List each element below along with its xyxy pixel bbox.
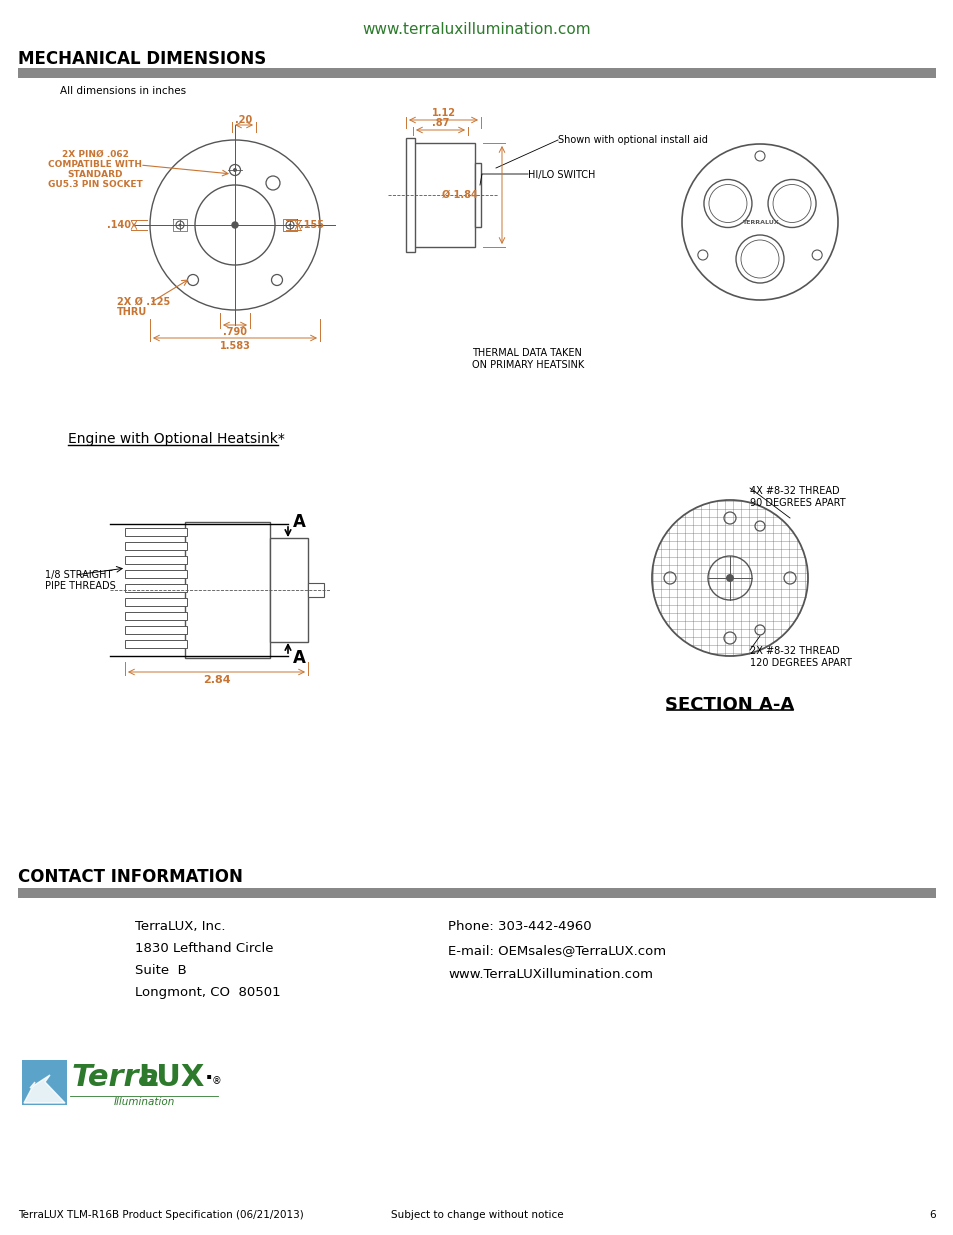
Text: TerraLUX, Inc.: TerraLUX, Inc. <box>135 920 225 932</box>
Text: COMPATIBLE WITH: COMPATIBLE WITH <box>48 161 142 169</box>
Circle shape <box>783 572 795 584</box>
Circle shape <box>663 572 676 584</box>
Text: TerraLUX TLM-R16B Product Specification (06/21/2013): TerraLUX TLM-R16B Product Specification … <box>18 1210 303 1220</box>
Text: CONTACT INFORMATION: CONTACT INFORMATION <box>18 868 243 885</box>
FancyBboxPatch shape <box>125 556 187 564</box>
Text: 2X #8-32 THREAD
120 DEGREES APART: 2X #8-32 THREAD 120 DEGREES APART <box>749 646 851 668</box>
Text: E-mail: OEMsales@TerraLUX.com: E-mail: OEMsales@TerraLUX.com <box>448 944 665 957</box>
Text: Ø 1.84: Ø 1.84 <box>442 190 477 200</box>
FancyBboxPatch shape <box>18 68 935 78</box>
FancyBboxPatch shape <box>185 522 270 658</box>
Text: ®: ® <box>212 1076 221 1086</box>
FancyBboxPatch shape <box>475 163 480 227</box>
Text: 2X PINØ .062: 2X PINØ .062 <box>62 149 129 159</box>
FancyBboxPatch shape <box>18 888 935 898</box>
Text: 1830 Lefthand Circle: 1830 Lefthand Circle <box>135 942 274 955</box>
Text: A: A <box>293 513 306 531</box>
Text: Subject to change without notice: Subject to change without notice <box>391 1210 562 1220</box>
Text: .20: .20 <box>235 115 253 125</box>
Text: TERRALUX: TERRALUX <box>740 220 778 225</box>
Text: .155: .155 <box>299 220 324 230</box>
Text: THERMAL DATA TAKEN: THERMAL DATA TAKEN <box>472 348 581 358</box>
Text: 1.12: 1.12 <box>431 107 455 119</box>
Text: 1.583: 1.583 <box>219 341 251 351</box>
Text: 6: 6 <box>928 1210 935 1220</box>
Text: MECHANICAL DIMENSIONS: MECHANICAL DIMENSIONS <box>18 49 266 68</box>
Text: THRU: THRU <box>117 308 147 317</box>
Text: 1/8 STRAIGHT: 1/8 STRAIGHT <box>45 571 112 580</box>
Text: HI/LO SWITCH: HI/LO SWITCH <box>527 170 595 180</box>
Text: www.TerraLUXillumination.com: www.TerraLUXillumination.com <box>448 968 652 981</box>
Text: Suite  B: Suite B <box>135 965 187 977</box>
Text: Illumination: Illumination <box>113 1097 174 1107</box>
Circle shape <box>232 222 237 228</box>
Text: A: A <box>293 650 306 667</box>
Text: 4X #8-32 THREAD
90 DEGREES APART: 4X #8-32 THREAD 90 DEGREES APART <box>749 487 844 508</box>
Text: STANDARD: STANDARD <box>67 170 123 179</box>
FancyBboxPatch shape <box>413 143 475 247</box>
Text: LUX: LUX <box>138 1063 204 1092</box>
Text: Shown with optional install aid: Shown with optional install aid <box>558 135 707 144</box>
Text: ON PRIMARY HEATSINK: ON PRIMARY HEATSINK <box>472 359 583 370</box>
Circle shape <box>233 168 236 172</box>
Text: www.terraluxillumination.com: www.terraluxillumination.com <box>362 22 591 37</box>
Text: 2X Ø .125: 2X Ø .125 <box>117 296 170 308</box>
Text: Longmont, CO  80501: Longmont, CO 80501 <box>135 986 280 999</box>
Text: .: . <box>205 1063 213 1083</box>
FancyBboxPatch shape <box>125 529 187 536</box>
FancyBboxPatch shape <box>125 584 187 592</box>
Circle shape <box>754 521 764 531</box>
FancyBboxPatch shape <box>125 542 187 550</box>
Text: .87: .87 <box>432 119 449 128</box>
FancyBboxPatch shape <box>308 583 324 597</box>
Circle shape <box>651 500 807 656</box>
Text: .140: .140 <box>107 220 131 230</box>
Text: SECTION A-A: SECTION A-A <box>664 697 794 714</box>
Circle shape <box>178 224 181 226</box>
Circle shape <box>725 574 733 582</box>
FancyBboxPatch shape <box>125 598 187 606</box>
Text: GU5.3 PIN SOCKET: GU5.3 PIN SOCKET <box>48 180 142 189</box>
Text: Phone: 303-442-4960: Phone: 303-442-4960 <box>448 920 591 932</box>
FancyBboxPatch shape <box>125 626 187 634</box>
Circle shape <box>723 513 735 524</box>
FancyBboxPatch shape <box>270 538 308 642</box>
Polygon shape <box>24 1074 65 1103</box>
Text: Terra: Terra <box>71 1063 160 1092</box>
Text: All dimensions in inches: All dimensions in inches <box>60 86 186 96</box>
FancyBboxPatch shape <box>406 138 415 252</box>
FancyBboxPatch shape <box>125 640 187 648</box>
Circle shape <box>288 224 292 226</box>
Text: PIPE THREADS: PIPE THREADS <box>45 580 115 592</box>
Text: .790: .790 <box>223 327 247 337</box>
Text: Engine with Optional Heatsink*: Engine with Optional Heatsink* <box>68 432 285 446</box>
FancyBboxPatch shape <box>22 1060 67 1105</box>
Circle shape <box>754 625 764 635</box>
Circle shape <box>707 556 751 600</box>
FancyBboxPatch shape <box>125 571 187 578</box>
Text: 2.84: 2.84 <box>202 676 230 685</box>
Circle shape <box>723 632 735 643</box>
FancyBboxPatch shape <box>125 613 187 620</box>
